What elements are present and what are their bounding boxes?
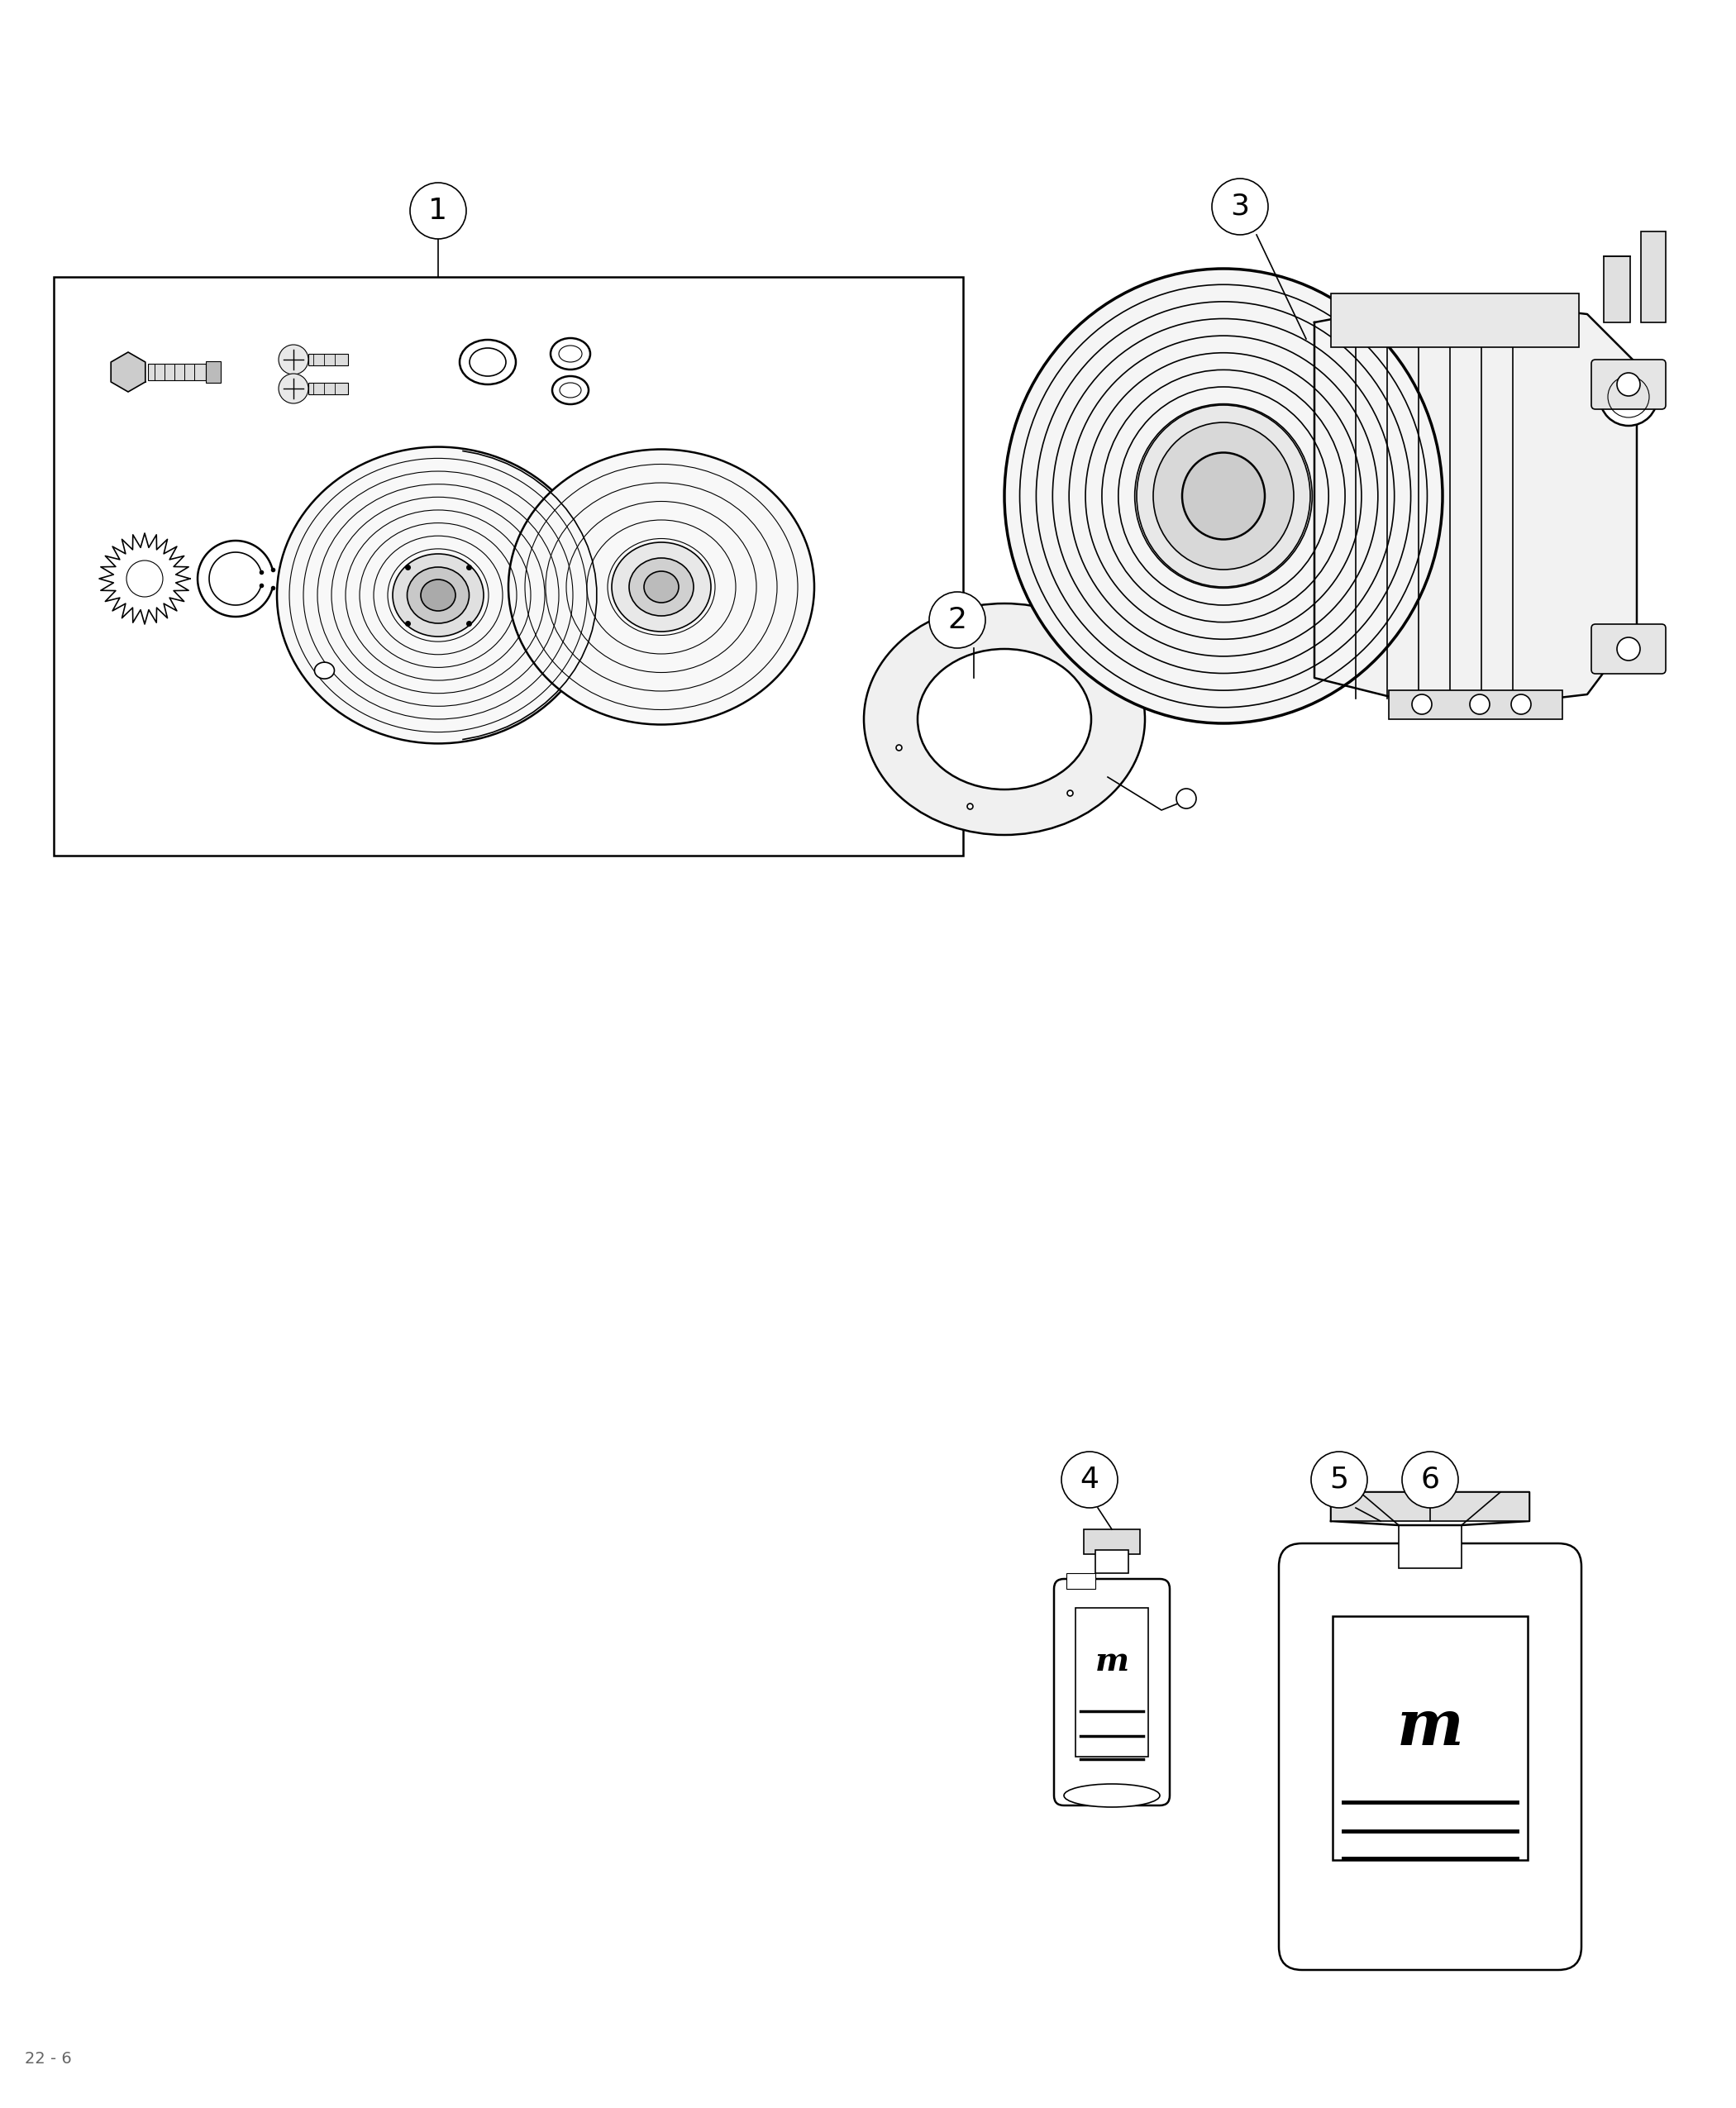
Text: m: m	[1397, 1697, 1463, 1758]
Circle shape	[1311, 1452, 1368, 1507]
Polygon shape	[111, 352, 146, 392]
Text: 3: 3	[1231, 192, 1250, 221]
Circle shape	[1212, 179, 1267, 234]
Text: m: m	[1095, 1646, 1128, 1678]
Bar	[1333, 1617, 1528, 1859]
Text: 4: 4	[1080, 1465, 1099, 1495]
Text: 6: 6	[1420, 1465, 1439, 1495]
Circle shape	[1510, 694, 1531, 715]
Circle shape	[1599, 369, 1658, 426]
Bar	[207, 360, 220, 384]
Circle shape	[278, 373, 309, 403]
Bar	[1338, 1944, 1521, 1967]
Bar	[1399, 1526, 1462, 1568]
Ellipse shape	[278, 447, 599, 744]
Ellipse shape	[509, 449, 814, 725]
FancyBboxPatch shape	[1279, 1543, 1581, 1971]
Text: 2: 2	[948, 605, 967, 635]
Circle shape	[410, 183, 467, 238]
Ellipse shape	[865, 603, 1146, 835]
Text: 1: 1	[429, 196, 448, 226]
Ellipse shape	[1153, 422, 1293, 569]
Ellipse shape	[552, 375, 589, 405]
Text: 22 - 6: 22 - 6	[24, 2051, 71, 2066]
Polygon shape	[99, 533, 191, 624]
Bar	[309, 354, 347, 365]
Ellipse shape	[644, 571, 679, 603]
Ellipse shape	[420, 580, 455, 611]
Circle shape	[929, 592, 986, 647]
Circle shape	[1411, 694, 1432, 715]
Ellipse shape	[559, 384, 582, 398]
Polygon shape	[1066, 1573, 1095, 1589]
Circle shape	[1616, 373, 1641, 396]
Ellipse shape	[559, 346, 582, 363]
Circle shape	[1177, 788, 1196, 809]
Ellipse shape	[392, 554, 484, 637]
Polygon shape	[1314, 297, 1637, 710]
Bar	[1389, 689, 1562, 719]
Ellipse shape	[460, 339, 516, 384]
Ellipse shape	[314, 662, 335, 679]
FancyBboxPatch shape	[1054, 1579, 1170, 1804]
FancyBboxPatch shape	[1592, 624, 1667, 675]
Circle shape	[1061, 1452, 1118, 1507]
Bar	[1332, 1492, 1529, 1522]
Bar	[1095, 1549, 1128, 1573]
Ellipse shape	[1064, 1783, 1160, 1807]
Bar	[1332, 293, 1580, 348]
Ellipse shape	[1182, 453, 1266, 540]
Ellipse shape	[611, 542, 712, 632]
Ellipse shape	[1137, 405, 1311, 586]
Circle shape	[1403, 1452, 1458, 1507]
Ellipse shape	[469, 348, 505, 375]
Ellipse shape	[127, 561, 163, 597]
Circle shape	[1470, 694, 1489, 715]
FancyBboxPatch shape	[1592, 360, 1667, 409]
Ellipse shape	[918, 649, 1092, 790]
Ellipse shape	[628, 559, 694, 616]
Circle shape	[1616, 637, 1641, 660]
Bar	[1641, 232, 1667, 323]
Bar	[148, 365, 207, 379]
Ellipse shape	[1005, 268, 1443, 723]
Bar	[1604, 257, 1630, 323]
Polygon shape	[1332, 1492, 1529, 1526]
Bar	[54, 276, 963, 856]
Ellipse shape	[550, 337, 590, 369]
Bar	[1076, 1608, 1147, 1756]
Ellipse shape	[408, 567, 469, 624]
Bar	[309, 384, 347, 394]
Text: 5: 5	[1330, 1465, 1349, 1495]
Bar	[1083, 1528, 1141, 1554]
Circle shape	[278, 346, 309, 375]
